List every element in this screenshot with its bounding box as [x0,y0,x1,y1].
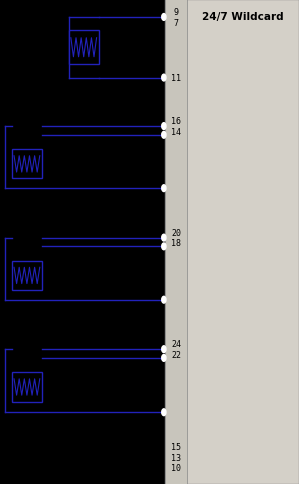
Text: 24/7 Wildcard: 24/7 Wildcard [202,12,284,22]
Bar [12,261,42,290]
Circle shape [162,185,166,192]
Circle shape [162,235,166,242]
Text: 14: 14 [171,128,181,136]
Text: 24: 24 [171,340,181,348]
Text: 16: 16 [171,117,181,126]
Circle shape [162,75,166,82]
Bar [69,31,99,65]
Circle shape [162,355,166,362]
Text: 10: 10 [171,464,181,472]
Text: 11: 11 [171,74,181,83]
Circle shape [162,409,166,416]
Circle shape [162,132,166,139]
Bar [12,150,42,179]
Text: 13: 13 [171,453,181,462]
Circle shape [162,123,166,130]
Text: 15: 15 [171,442,181,451]
Text: 20: 20 [171,228,181,237]
Circle shape [162,243,166,250]
Bar [165,0,299,484]
Circle shape [162,346,166,353]
Text: 7: 7 [174,19,179,28]
Text: 18: 18 [171,239,181,248]
Bar [165,0,187,484]
Text: 9: 9 [174,8,179,17]
Circle shape [162,15,166,21]
Text: 22: 22 [171,350,181,359]
Circle shape [162,297,166,303]
Bar [12,373,42,402]
